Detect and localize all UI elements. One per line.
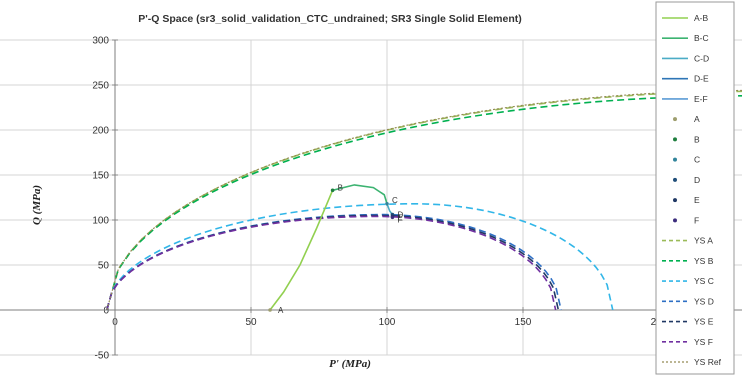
legend-label-a-b: A-B	[694, 13, 709, 23]
legend-swatch-e	[673, 198, 677, 203]
series-ys-c	[106, 202, 614, 311]
y-tick-label: 200	[92, 126, 109, 137]
point-c	[385, 202, 389, 206]
legend-label-ys-d: YS D	[694, 296, 714, 306]
point-label-c: C	[392, 196, 398, 205]
axes: -50050100150200250300350400-500501001502…	[0, 36, 742, 362]
series-ys-b	[106, 95, 742, 311]
x-tick-label: 50	[245, 317, 257, 328]
legend-label-ys-ref: YS Ref	[694, 357, 722, 367]
grid	[0, 39, 742, 356]
y-tick-label: 300	[92, 36, 109, 47]
legend-label-a: A	[694, 114, 700, 124]
y-axis-title: Q (MPa)	[31, 185, 43, 225]
legend-label-e-f: E-F	[694, 94, 708, 104]
legend-label-ys-c: YS C	[694, 276, 714, 286]
legend-label-ys-a: YS A	[694, 236, 713, 246]
legend-swatch-b	[673, 137, 677, 142]
legend-swatch-d	[673, 177, 677, 182]
legend-box	[655, 1, 735, 375]
point-label-e: E	[397, 213, 402, 222]
legend-label-d: D	[694, 175, 700, 185]
legend-label-e: E	[694, 195, 700, 205]
series-ys-a	[106, 90, 742, 311]
y-tick-label: 100	[92, 216, 109, 227]
x-tick-label: 100	[379, 317, 396, 328]
series-ys-f	[106, 215, 557, 311]
point-a	[268, 308, 272, 312]
legend-label-d-e: D-E	[694, 74, 709, 84]
legend-swatch-a	[673, 117, 677, 122]
point-label-f: F	[397, 215, 402, 224]
legend-label-c-d: C-D	[694, 53, 709, 63]
point-f	[390, 215, 395, 220]
legend-label-ys-f: YS F	[694, 337, 713, 347]
legend-label-b-c: B-C	[694, 33, 709, 43]
path-a-b	[269, 189, 334, 311]
legend-label-b: B	[694, 134, 700, 144]
y-tick-label: 250	[92, 81, 109, 92]
y-tick-label: 150	[92, 171, 109, 182]
y-tick-label: 0	[103, 306, 109, 317]
legend-label-ys-e: YS E	[694, 317, 714, 327]
series-ys-ref	[106, 89, 742, 311]
legend-label-f: F	[694, 215, 699, 225]
x-axis-title: P' (MPa)	[329, 358, 371, 370]
path-b-c	[332, 184, 388, 205]
x-tick-label: 150	[515, 317, 532, 328]
point-label-a: A	[278, 306, 284, 315]
y-tick-label: 50	[98, 261, 110, 272]
legend-label-ys-b: YS B	[694, 256, 714, 266]
legend-swatch-f	[673, 218, 677, 223]
point-label-d: D	[397, 211, 403, 220]
series-lines	[106, 89, 742, 311]
legend-label-c: C	[694, 155, 700, 165]
point-label-b: B	[338, 183, 343, 192]
legend-swatch-c	[673, 157, 677, 162]
y-tick-label: -50	[95, 351, 110, 362]
point-b	[330, 188, 335, 193]
chart-title: P'-Q Space (sr3_solid_validation_CTC_und…	[138, 13, 522, 25]
